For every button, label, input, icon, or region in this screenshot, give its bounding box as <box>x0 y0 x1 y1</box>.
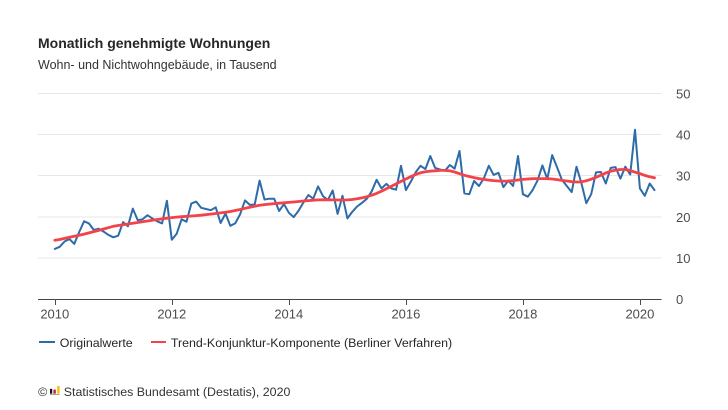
svg-text:2012: 2012 <box>157 306 186 321</box>
svg-text:2010: 2010 <box>40 306 69 321</box>
svg-text:30: 30 <box>676 169 690 184</box>
svg-text:40: 40 <box>676 128 690 143</box>
svg-text:2016: 2016 <box>391 306 420 321</box>
svg-text:0: 0 <box>676 292 683 307</box>
svg-text:2014: 2014 <box>274 306 303 321</box>
svg-text:20: 20 <box>676 210 690 225</box>
svg-text:2020: 2020 <box>625 306 654 321</box>
svg-text:10: 10 <box>676 251 690 266</box>
svg-text:50: 50 <box>676 87 690 102</box>
svg-text:2018: 2018 <box>508 306 537 321</box>
